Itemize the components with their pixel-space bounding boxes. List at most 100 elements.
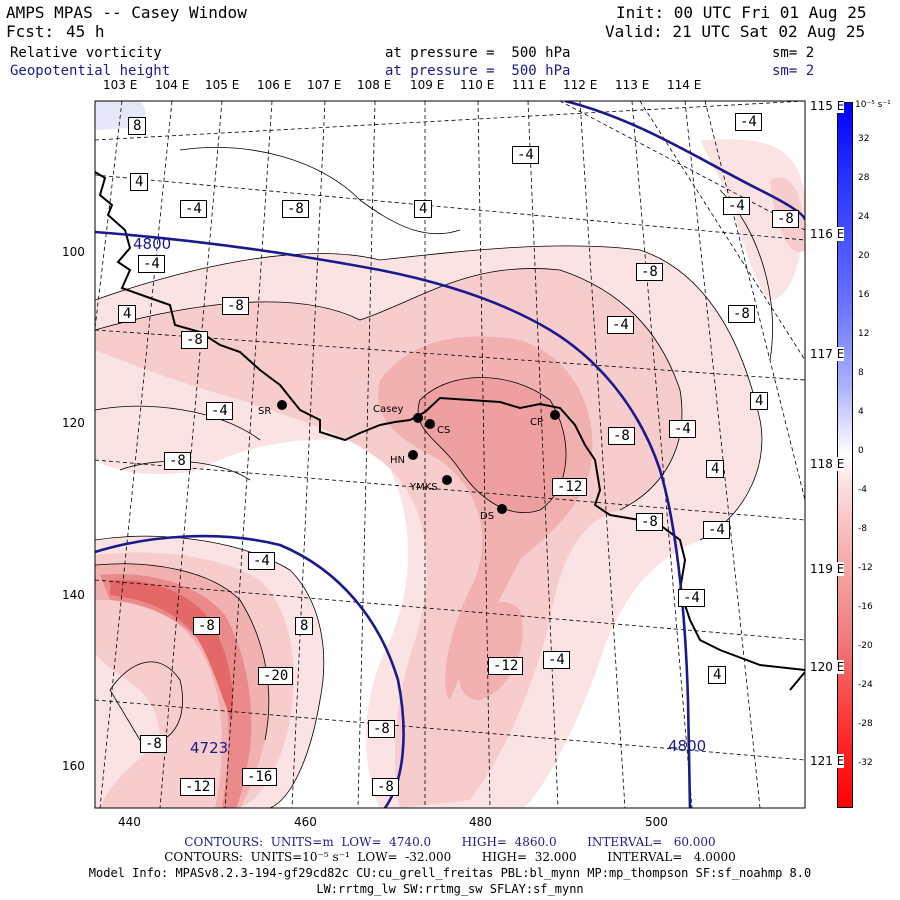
station-dot <box>550 410 560 420</box>
colorbar-level: 24 <box>858 212 870 222</box>
vorticity-label: -12 <box>488 657 524 675</box>
colorbar-level: 8 <box>858 368 864 378</box>
vorticity-label: -12 <box>180 778 216 796</box>
right-lon-label: 115 E <box>810 99 845 113</box>
vorticity-label: 4 <box>130 173 149 191</box>
colorbar-level: -24 <box>858 680 873 690</box>
colorbar-fill <box>837 102 853 808</box>
vorticity-label: -8 <box>636 513 663 531</box>
graticule <box>95 101 805 808</box>
colorbar-level: -20 <box>858 641 873 651</box>
vorticity-label: -16 <box>242 768 278 786</box>
height-label: 4800 <box>668 737 707 755</box>
colorbar-level: 12 <box>858 329 870 339</box>
left-y-label: 160 <box>62 759 85 773</box>
station-label: SR <box>258 406 272 417</box>
top-lon-label: 111 E <box>512 78 547 92</box>
vorticity-label: -8 <box>222 297 249 315</box>
top-lon-label: 114 E <box>667 78 702 92</box>
field2-name: Geopotential height <box>10 63 171 79</box>
vorticity-label: -8 <box>372 778 399 796</box>
vorticity-label: 8 <box>128 117 147 135</box>
colorbar <box>837 102 853 808</box>
right-lon-label: 120 E <box>810 660 845 674</box>
colorbar-level: 0 <box>858 446 864 456</box>
vorticity-contour-info: CONTOURS: UNITS=10⁻⁵ s⁻¹ LOW= -32.000 HI… <box>164 850 736 864</box>
station-dot <box>425 419 435 429</box>
vorticity-label: -4 <box>607 316 634 334</box>
model-info: Model Info: MPASv8.2.3-194-gf29cd82c CU:… <box>88 866 812 880</box>
top-lon-label: 104 E <box>155 78 190 92</box>
vorticity-label: -4 <box>248 552 275 570</box>
vorticity-label: -8 <box>181 331 208 349</box>
vorticity-label: -12 <box>552 478 588 496</box>
station-label: DS <box>480 511 495 522</box>
vorticity-label: -4 <box>180 200 207 218</box>
forecast-hour: 45 h <box>66 22 105 41</box>
right-lon-label: 117 E <box>810 347 845 361</box>
height-label: 4723 <box>190 739 229 757</box>
field1-name: Relative vorticity <box>10 45 162 61</box>
station-label: CP <box>530 417 544 428</box>
vorticity-label: -4 <box>512 146 539 164</box>
top-lon-label: 107 E <box>307 78 342 92</box>
top-lon-label: 110 E <box>460 78 495 92</box>
vorticity-fill <box>95 101 805 808</box>
vorticity-label: -4 <box>703 521 730 539</box>
field1-smoothing: sm= 2 <box>772 45 815 61</box>
colorbar-level: 16 <box>858 290 870 300</box>
vorticity-label: -4 <box>206 402 233 420</box>
vorticity-label: 4 <box>118 305 137 323</box>
model-info-physics: LW:rrtmg_lw SW:rrtmg_sw SFLAY:sf_mynn <box>316 882 584 896</box>
field2-smoothing: sm= 2 <box>772 63 815 79</box>
vorticity-label: -8 <box>164 452 191 470</box>
station-dot <box>277 400 287 410</box>
station-dot <box>442 475 452 485</box>
vorticity-label: -4 <box>138 255 165 273</box>
top-lon-label: 105 E <box>205 78 240 92</box>
top-lon-label: 103 E <box>103 78 138 92</box>
right-lon-label: 121 E <box>810 754 845 768</box>
vorticity-label: -4 <box>723 197 750 215</box>
left-y-label: 140 <box>62 588 85 602</box>
station-label: HN <box>390 455 405 466</box>
colorbar-unit: 10⁻⁵ s⁻¹ <box>855 100 891 110</box>
height-label: 4800 <box>133 235 172 253</box>
bottom-x-label: 500 <box>645 815 668 829</box>
vorticity-label: 4 <box>750 392 769 410</box>
colorbar-level: 28 <box>858 173 870 183</box>
station-dot <box>408 450 418 460</box>
forecast-label: Fcst: <box>6 22 55 41</box>
vorticity-label: -4 <box>678 589 705 607</box>
left-y-label: 100 <box>62 245 85 259</box>
colorbar-level: -16 <box>858 602 873 612</box>
station-label: CS <box>437 425 451 436</box>
plot-frame <box>94 100 806 809</box>
colorbar-level: -12 <box>858 563 873 573</box>
vorticity-label: -8 <box>282 200 309 218</box>
vorticity-label: -8 <box>608 427 635 445</box>
station-label: Casey <box>373 404 404 415</box>
colorbar-level: 32 <box>858 134 870 144</box>
vorticity-label: 4 <box>708 666 727 684</box>
vorticity-label: -8 <box>368 720 395 738</box>
valid-time: Valid: 21 UTC Sat 02 Aug 25 <box>605 22 866 41</box>
colorbar-level: 20 <box>858 251 870 261</box>
station-dot <box>497 504 507 514</box>
top-lon-label: 113 E <box>615 78 650 92</box>
station-label: YMKS <box>410 482 438 493</box>
vorticity-label: -8 <box>140 735 167 753</box>
right-lon-label: 116 E <box>810 227 845 241</box>
station-dot <box>413 413 423 423</box>
colorbar-level: -32 <box>858 758 873 768</box>
colorbar-level: -4 <box>858 485 867 495</box>
colorbar-level: -8 <box>858 524 867 534</box>
bottom-x-label: 460 <box>294 815 317 829</box>
left-y-label: 120 <box>62 416 85 430</box>
map-title: AMPS MPAS -- Casey Window <box>6 3 247 22</box>
colorbar-level: 4 <box>858 407 864 417</box>
top-lon-label: 106 E <box>257 78 292 92</box>
top-lon-label: 112 E <box>563 78 598 92</box>
field1-level: at pressure = 500 hPa <box>385 45 571 61</box>
